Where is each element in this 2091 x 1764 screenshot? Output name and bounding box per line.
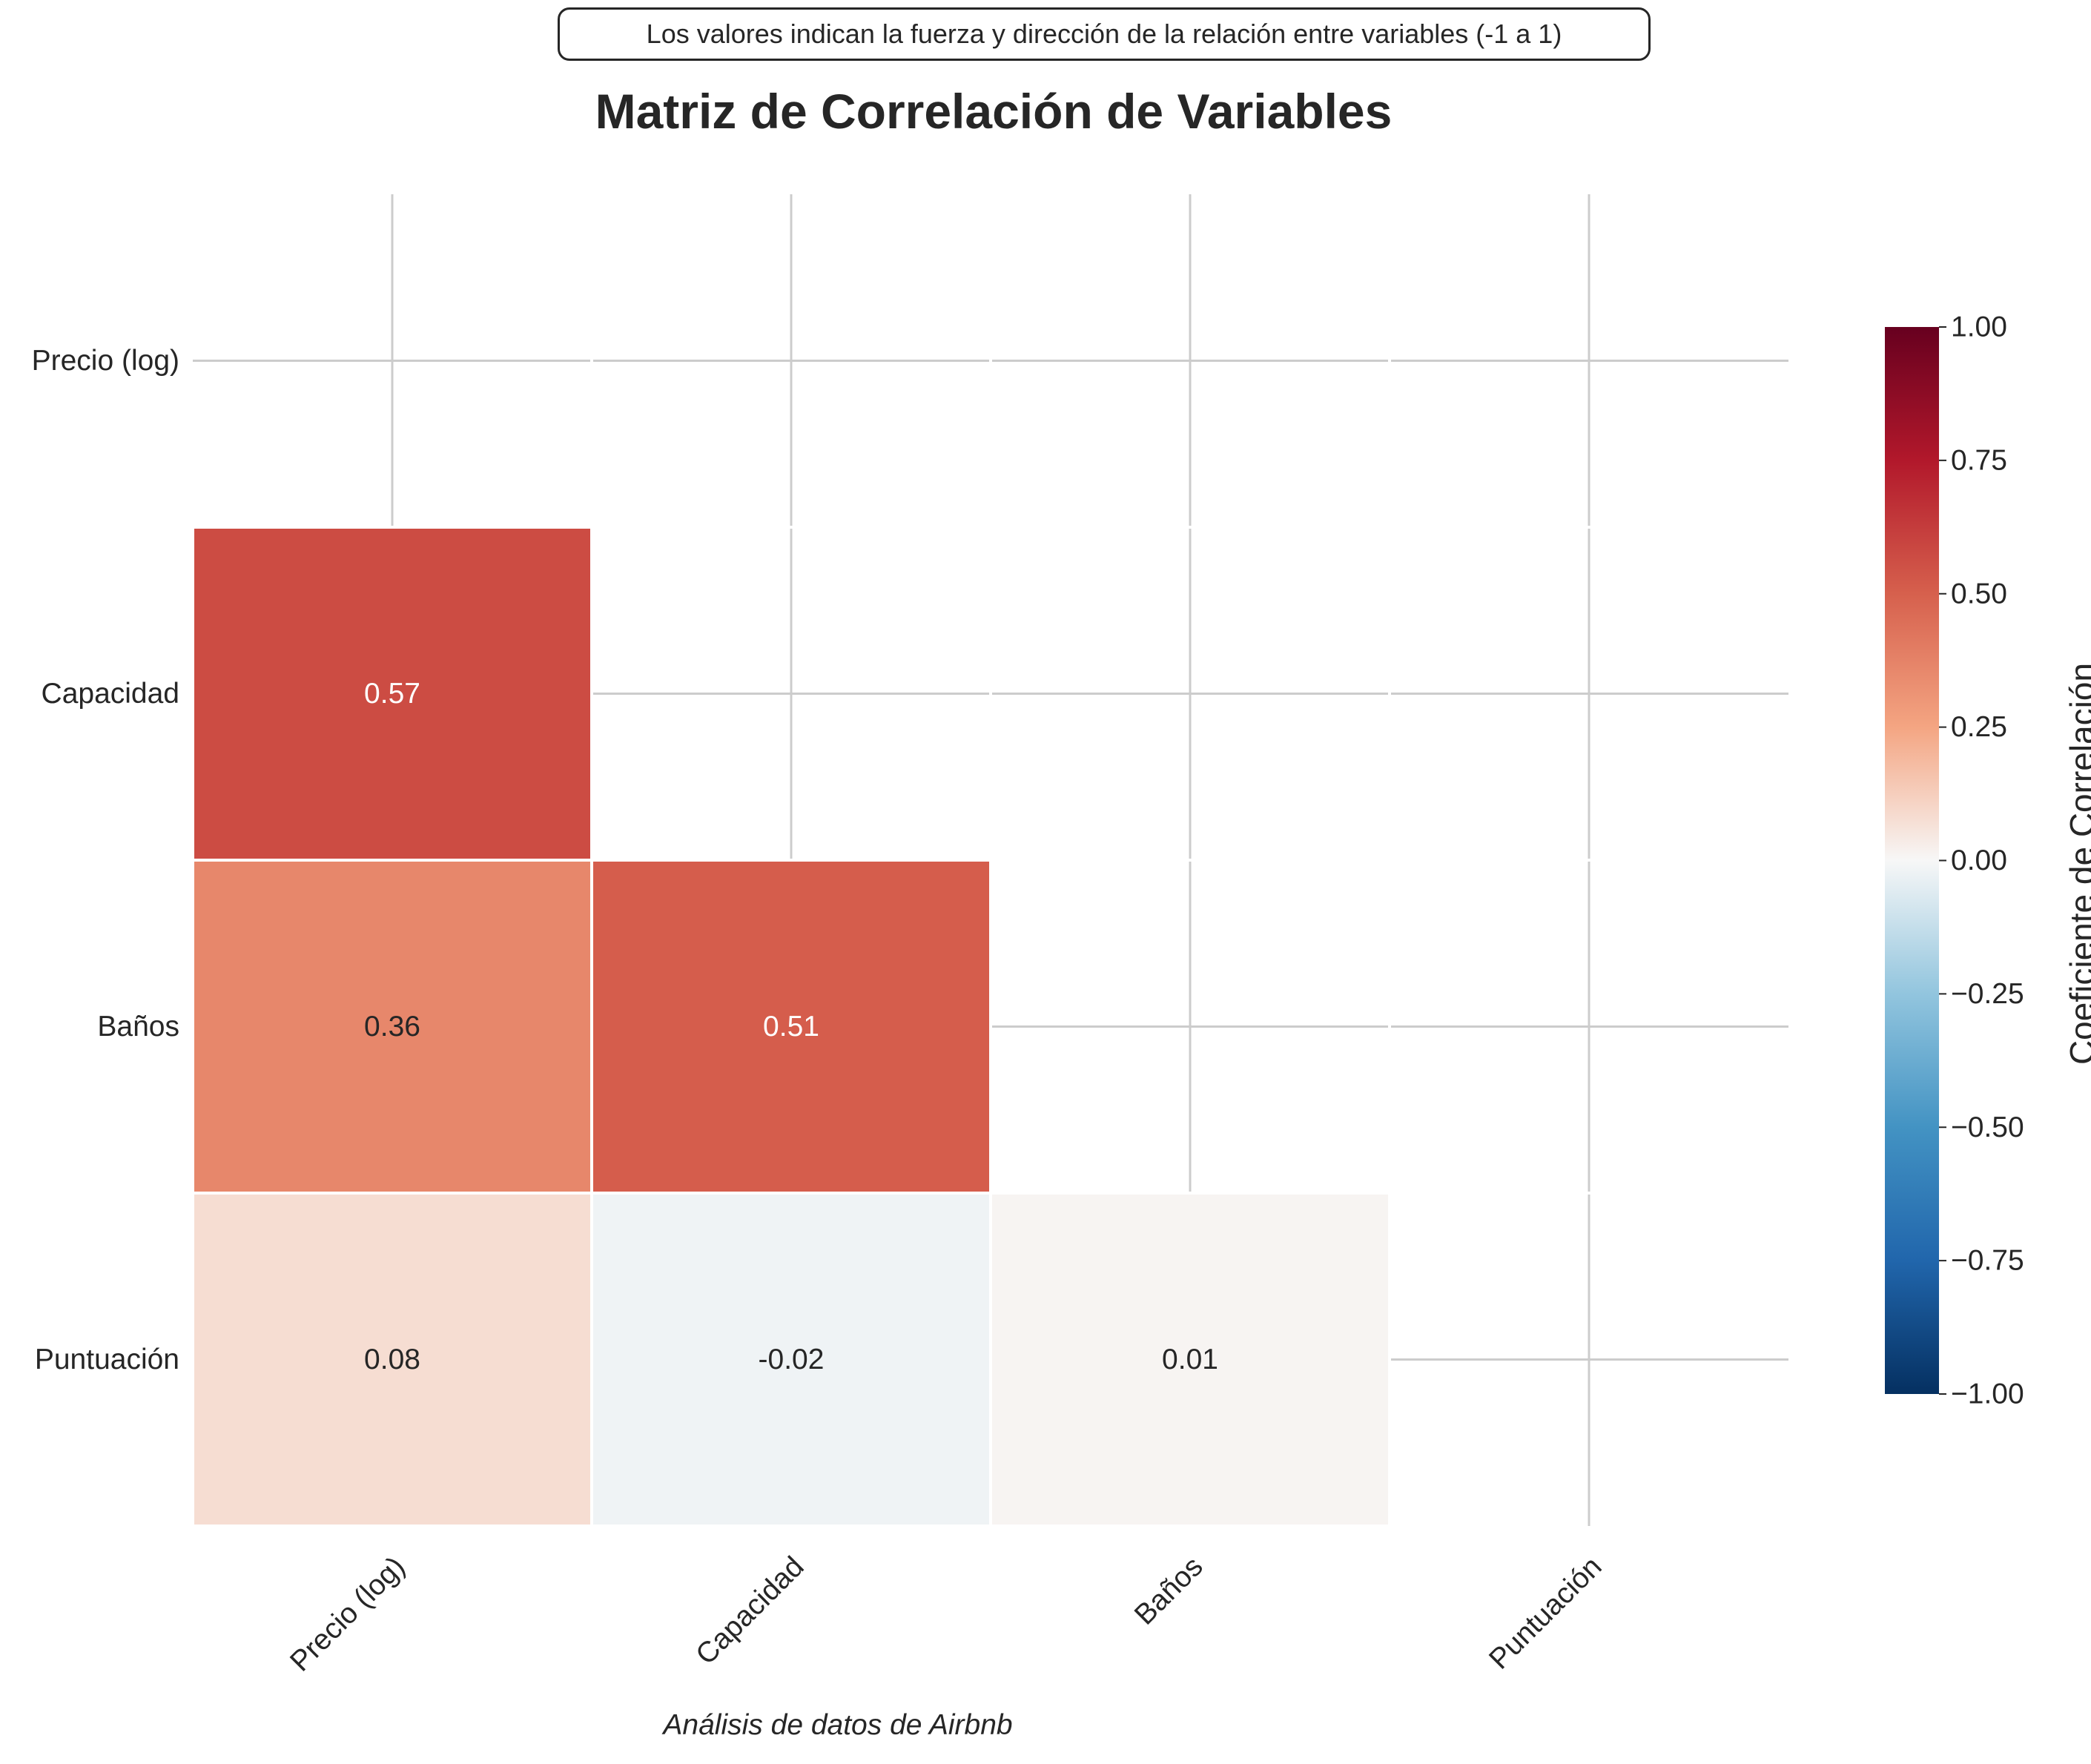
cell-value-label: 0.51 bbox=[763, 1011, 819, 1043]
heatmap-cell bbox=[191, 859, 593, 1195]
colorbar-label: Coeficiente de Correlación bbox=[2063, 662, 2091, 1066]
cell-value-label: 0.36 bbox=[364, 1011, 420, 1043]
note-text: Los valores indican la fuerza y direcció… bbox=[646, 19, 1562, 49]
x-tick-label: Puntuación bbox=[1483, 1550, 1608, 1675]
cell-labels: 0.57 0.36 0.51 0.08 -0.02 0.01 bbox=[364, 678, 1218, 1375]
y-tick-label: Puntuación bbox=[35, 1344, 179, 1375]
colorbar-tick-label: 1.00 bbox=[1951, 311, 2007, 343]
colorbar-tick-label: 0.00 bbox=[1951, 845, 2007, 876]
heatmap-cells bbox=[191, 526, 1391, 1527]
colorbar-gradient bbox=[1885, 327, 1939, 1394]
x-axis-tick-labels: Precio (log) Capacidad Baños Puntuación bbox=[284, 1550, 1608, 1677]
cell-value-label: 0.01 bbox=[1162, 1344, 1218, 1375]
colorbar-tick-label: 0.25 bbox=[1951, 711, 2007, 743]
y-axis-tick-labels: Precio (log) Capacidad Baños Puntuación bbox=[32, 345, 179, 1375]
cell-value-label: -0.02 bbox=[759, 1344, 825, 1375]
y-tick-label: Baños bbox=[97, 1011, 179, 1043]
note-box: Los valores indican la fuerza y direcció… bbox=[558, 7, 1651, 61]
heatmap-cell bbox=[191, 526, 593, 862]
cell-value-label: 0.57 bbox=[364, 678, 420, 710]
colorbar-tick-label: 0.75 bbox=[1951, 444, 2007, 476]
colorbar-tick-label: −1.00 bbox=[1951, 1378, 2024, 1410]
heatmap-cell bbox=[590, 1192, 992, 1527]
y-tick-label: Precio (log) bbox=[32, 345, 179, 377]
x-tick-label: Baños bbox=[1129, 1550, 1209, 1631]
colorbar-tick-label: 0.50 bbox=[1951, 578, 2007, 610]
colorbar-tick-label: −0.75 bbox=[1951, 1245, 2024, 1277]
x-tick-label: Precio (log) bbox=[284, 1550, 411, 1677]
colorbar-tick-label: −0.25 bbox=[1951, 978, 2024, 1010]
x-tick-label: Capacidad bbox=[690, 1550, 810, 1671]
footer-caption: Análisis de datos de Airbnb bbox=[663, 1709, 1013, 1741]
colorbar-tick-label: −0.50 bbox=[1951, 1111, 2024, 1143]
heatmap-cell bbox=[191, 1192, 593, 1527]
chart-title: Matriz de Correlación de Variables bbox=[595, 84, 1393, 139]
heatmap-cell bbox=[590, 859, 992, 1195]
colorbar: 1.00 0.75 0.50 0.25 0.00 −0.25 −0.50 −0.75 −1.00 bbox=[1885, 311, 2024, 1410]
cell-value-label: 0.08 bbox=[364, 1344, 420, 1375]
heatmap-cell bbox=[989, 1192, 1391, 1527]
y-tick-label: Capacidad bbox=[42, 678, 179, 710]
